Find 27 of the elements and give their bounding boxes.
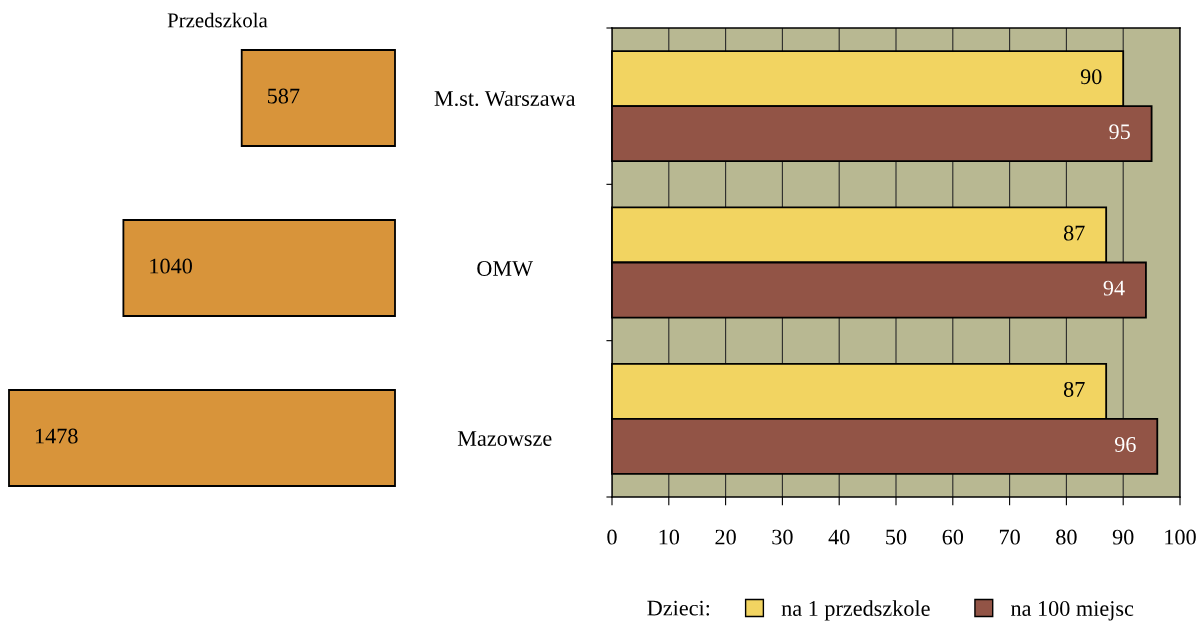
x-tick-label: 90: [1112, 529, 1134, 545]
legend-label: na 100 miejsc: [1011, 601, 1134, 621]
x-tick-label: 50: [886, 529, 907, 545]
y-tick-label: OMW: [477, 260, 534, 277]
data-label: 587: [267, 88, 300, 104]
data-label: 87: [1063, 225, 1085, 241]
data-label: 94: [1103, 280, 1125, 296]
chart-title: Przedszkola: [167, 12, 268, 28]
x-tick-label: 80: [1056, 529, 1077, 545]
x-tick-label: 40: [828, 529, 850, 545]
y-tick-label: M.st. Warszawa: [434, 91, 576, 107]
data-label: 87: [1063, 381, 1085, 397]
legend-label: na 1 przedszkole: [781, 600, 930, 621]
x-tick-label: 30: [772, 529, 793, 545]
y-tick-label: Mazowsze: [457, 431, 552, 446]
x-tick-label: 60: [942, 529, 964, 545]
legend-title: Dzieci:: [647, 600, 710, 616]
data-label: 96: [1114, 436, 1136, 452]
data-label: 90: [1080, 69, 1102, 85]
x-tick-label: 0: [607, 529, 617, 545]
data-label: 95: [1109, 124, 1130, 140]
data-label: 1478: [35, 428, 78, 444]
data-label: 1040: [150, 258, 192, 274]
x-tick-label: 20: [715, 529, 736, 545]
x-tick-label: 10: [659, 529, 680, 545]
x-tick-label: 100: [1165, 529, 1196, 545]
x-tick-label: 70: [999, 529, 1020, 545]
